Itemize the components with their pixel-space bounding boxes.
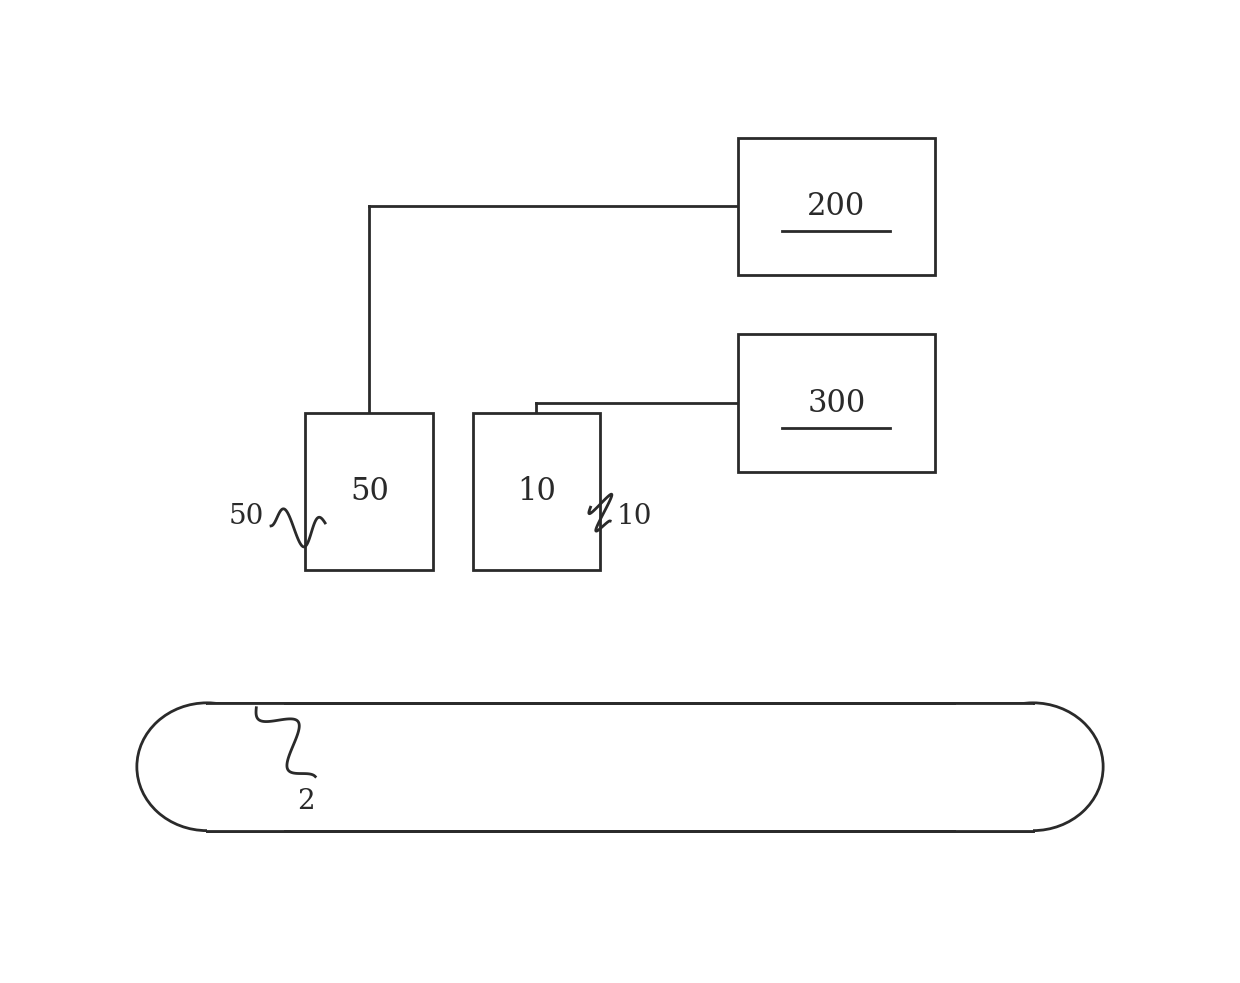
Text: 50: 50 bbox=[350, 476, 389, 507]
Polygon shape bbox=[207, 703, 1033, 831]
Text: 2: 2 bbox=[296, 787, 314, 815]
FancyBboxPatch shape bbox=[738, 138, 935, 275]
Polygon shape bbox=[207, 703, 284, 831]
Text: 200: 200 bbox=[807, 191, 866, 222]
Text: 10: 10 bbox=[517, 476, 556, 507]
FancyBboxPatch shape bbox=[305, 413, 433, 570]
Text: 50: 50 bbox=[228, 502, 264, 530]
Polygon shape bbox=[956, 703, 1033, 831]
Text: 300: 300 bbox=[807, 387, 866, 419]
FancyBboxPatch shape bbox=[472, 413, 600, 570]
Ellipse shape bbox=[962, 703, 1104, 831]
FancyBboxPatch shape bbox=[738, 334, 935, 472]
Text: 10: 10 bbox=[618, 502, 652, 530]
Ellipse shape bbox=[136, 703, 278, 831]
